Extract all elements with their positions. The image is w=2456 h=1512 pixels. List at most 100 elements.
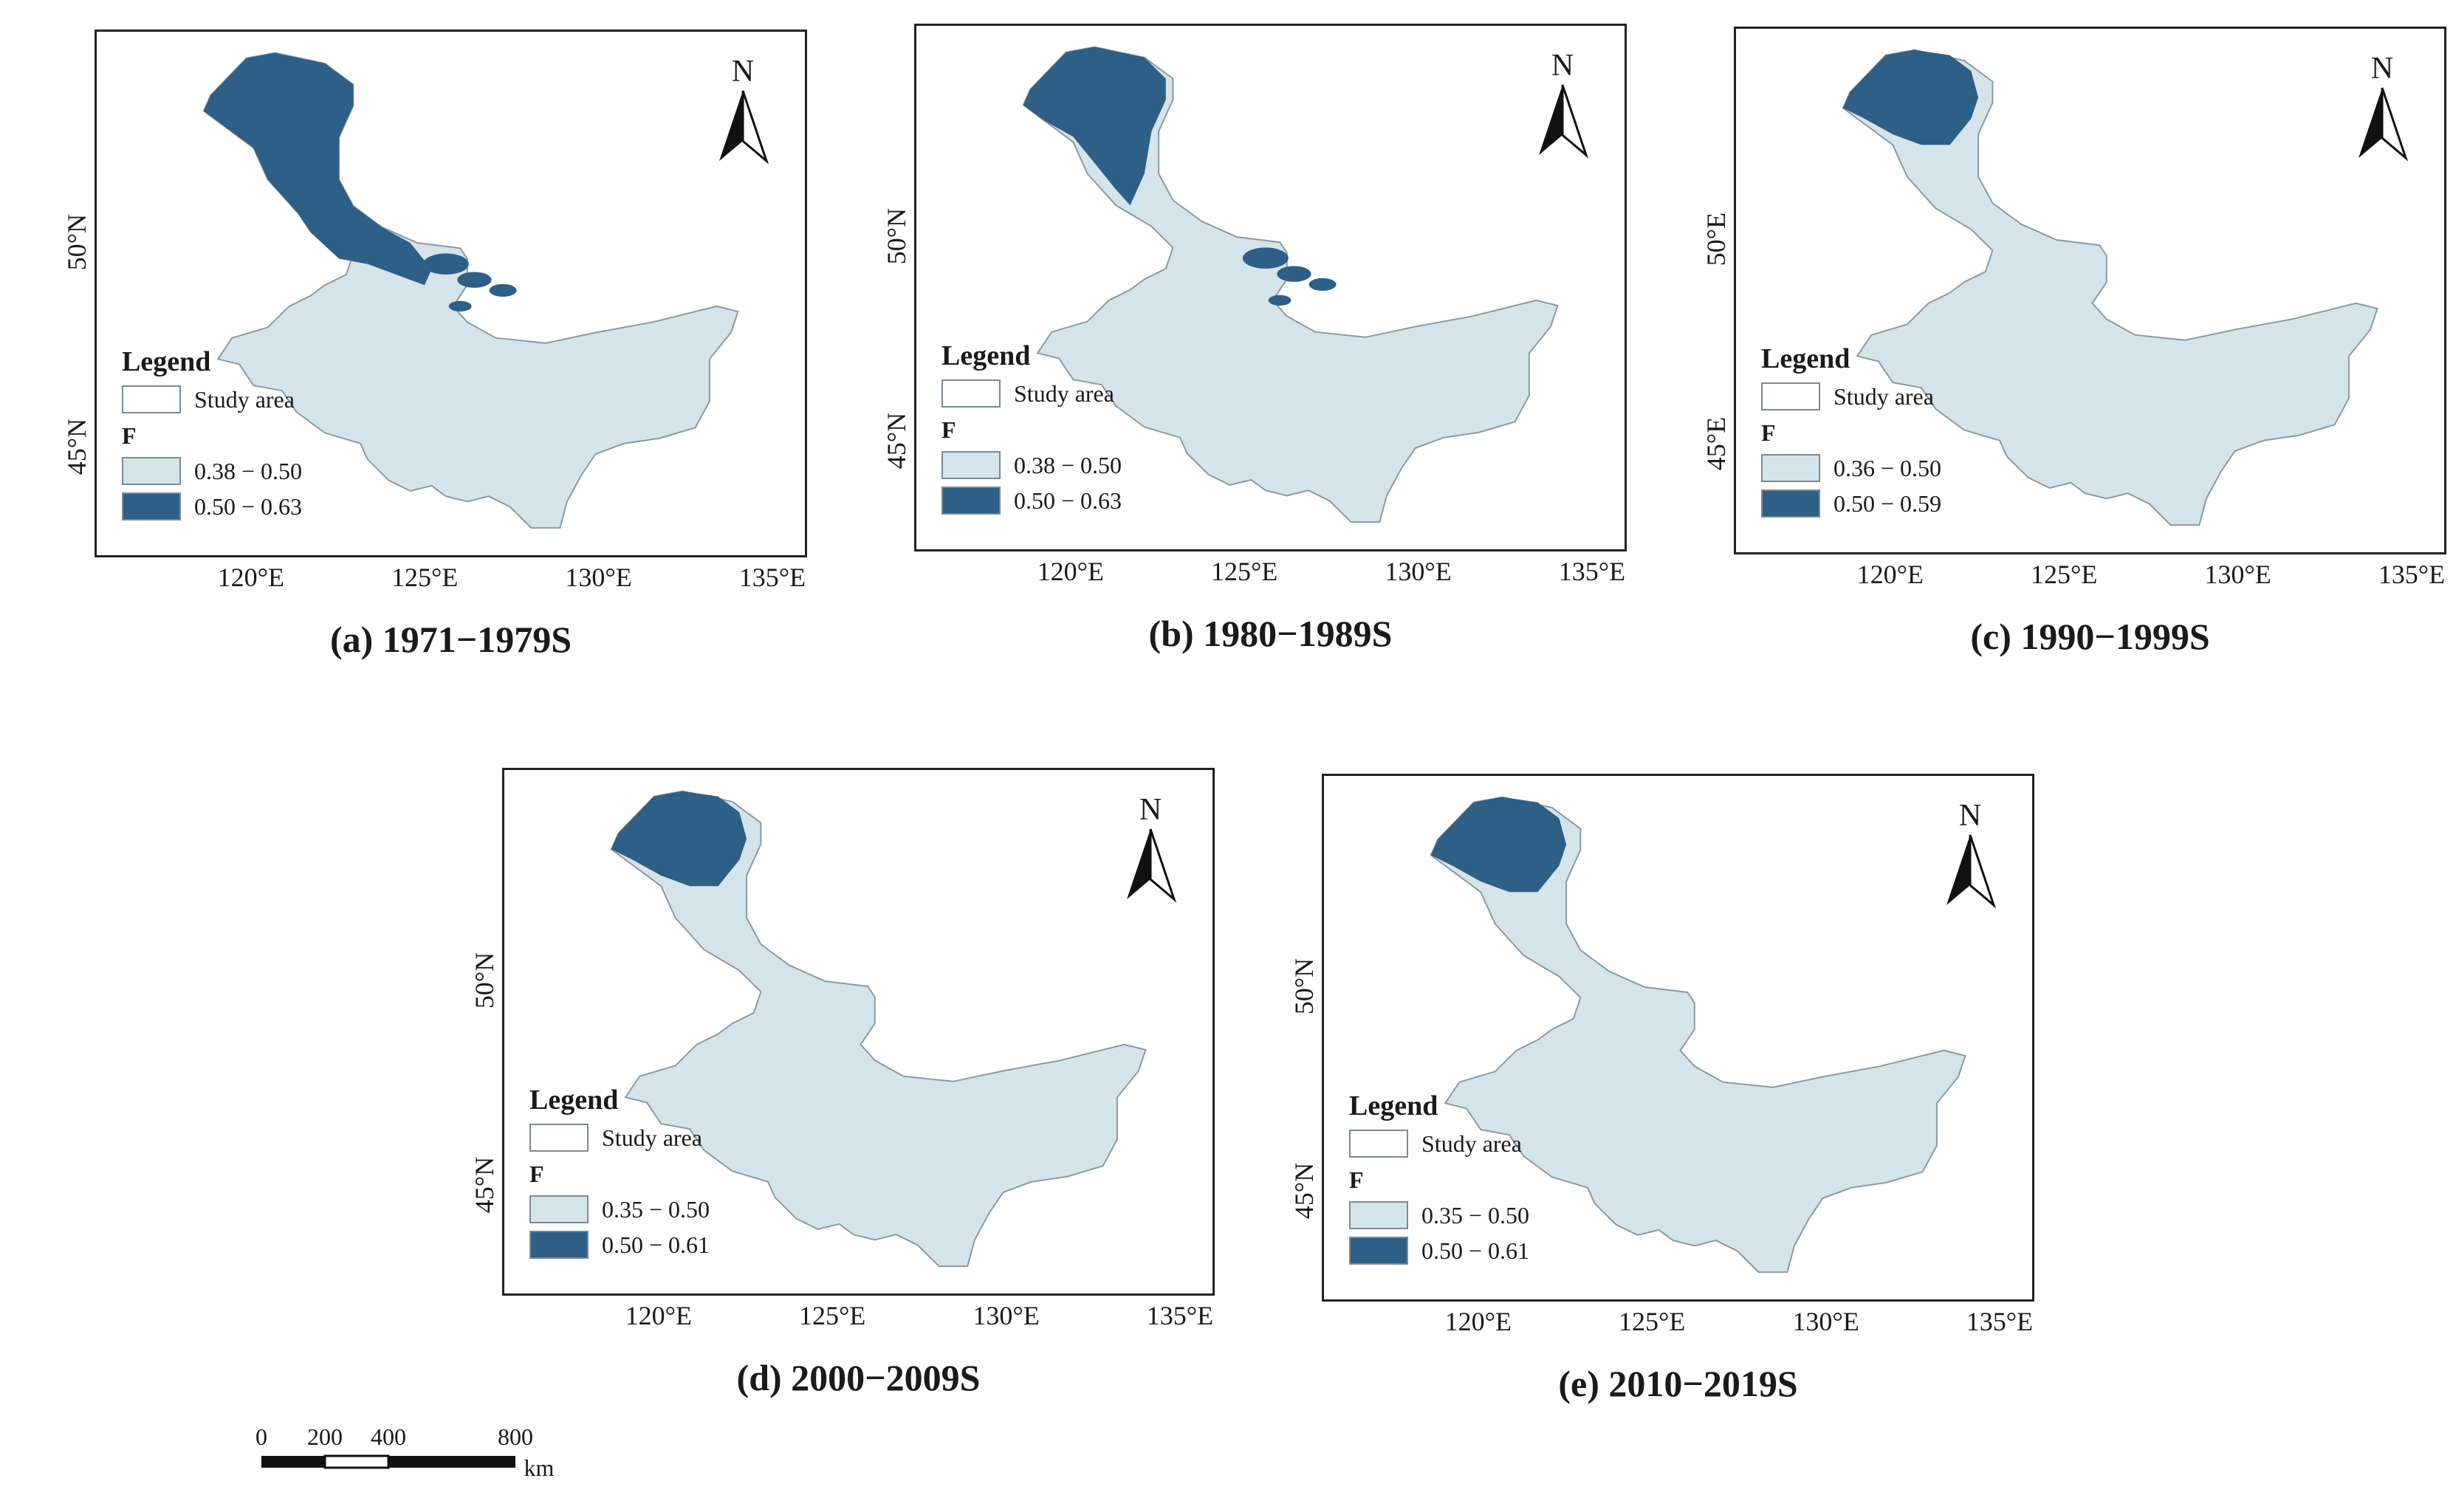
high-f-patch bbox=[1242, 247, 1289, 269]
x-tick-label: 125°E bbox=[391, 563, 459, 592]
legend-study-area: Study area bbox=[941, 379, 1122, 408]
legend-field-label: F bbox=[1761, 419, 1776, 446]
legend-high: 0.50 − 0.63 bbox=[941, 487, 1122, 515]
map-panel-c: N Legend Study area F 0.36 − 0.50 0.50 − 0.59… bbox=[1701, 27, 2456, 732]
legend-study-area-label: Study area bbox=[1421, 1130, 1522, 1157]
map-panel-a: N Legend Study area F 0.38 − 0.50 0.50 − 0.63… bbox=[62, 30, 837, 735]
high-f-zone bbox=[203, 52, 432, 286]
legend-high: 0.50 − 0.63 bbox=[122, 492, 302, 520]
legend-field-label: F bbox=[941, 416, 956, 443]
y-tick-label: 45°E bbox=[1701, 417, 1731, 471]
x-tick-label: 130°E bbox=[565, 563, 632, 592]
map-frame: N Legend Study area F 0.36 − 0.50 0.50 − 0.59 bbox=[1734, 27, 2446, 554]
map-panel-e: N Legend Study area F 0.35 − 0.50 0.50 − 0.61… bbox=[1289, 774, 2064, 1479]
legend-high-range: 0.50 − 0.63 bbox=[194, 492, 303, 520]
north-label: N bbox=[1551, 49, 1574, 83]
x-tick-label: 135°E bbox=[1966, 1307, 2034, 1336]
x-tick-label: 130°E bbox=[1792, 1307, 1859, 1336]
y-tick-label: 50°N bbox=[470, 952, 499, 1009]
high-f-zone bbox=[1023, 47, 1166, 206]
legend-field-label: F bbox=[122, 422, 137, 449]
high-f-patch bbox=[1268, 295, 1292, 306]
panel-caption: (b) 1980−1989S bbox=[1148, 613, 1393, 654]
legend-low: 0.38 − 0.50 bbox=[941, 451, 1122, 479]
high-f-patch bbox=[422, 253, 469, 275]
high-f-zone bbox=[611, 791, 747, 887]
x-tick-label: 135°E bbox=[2378, 560, 2446, 589]
north-arrow-icon: N bbox=[1533, 48, 1592, 159]
scale-unit: km bbox=[524, 1454, 555, 1481]
high-f-patch bbox=[457, 272, 492, 288]
y-tick-label: 45°N bbox=[882, 413, 911, 470]
map-frame: N Legend Study area F 0.35 − 0.50 0.50 − 0.61 bbox=[502, 768, 1215, 1296]
x-tick-label: 130°E bbox=[1385, 557, 1452, 586]
legend-low-range: 0.38 − 0.50 bbox=[1014, 451, 1122, 478]
x-tick-label: 120°E bbox=[1444, 1307, 1512, 1336]
x-tick-label: 120°E bbox=[217, 563, 285, 592]
y-tick-label: 50°N bbox=[882, 208, 911, 265]
scale-label-800: 800 bbox=[498, 1423, 533, 1450]
high-f-patch bbox=[448, 300, 472, 312]
legend-study-area: Study area bbox=[1349, 1130, 1529, 1158]
legend-high: 0.50 − 0.61 bbox=[529, 1231, 710, 1259]
north-arrow-icon: N bbox=[2353, 51, 2412, 162]
map-legend: Legend Study area F 0.38 − 0.50 0.50 − 0.63 bbox=[941, 340, 1122, 515]
legend-field-label: F bbox=[529, 1161, 544, 1187]
panel-caption: (e) 2010−2019S bbox=[1558, 1363, 1798, 1404]
y-tick-label: 45°N bbox=[1289, 1163, 1319, 1220]
scale-label-200: 200 bbox=[307, 1423, 343, 1450]
north-label: N bbox=[731, 55, 755, 89]
study-area-low-zone bbox=[1430, 796, 1966, 1274]
legend-title: Legend bbox=[529, 1085, 619, 1116]
panel-caption: (d) 2000−2009S bbox=[736, 1357, 981, 1398]
y-tick-label: 45°N bbox=[470, 1157, 499, 1214]
legend-low-range: 0.35 − 0.50 bbox=[602, 1195, 710, 1223]
x-tick-label: 125°E bbox=[1210, 557, 1278, 586]
y-tick-label: 50°N bbox=[62, 214, 92, 271]
scale-label-400: 400 bbox=[371, 1423, 406, 1450]
legend-title: Legend bbox=[941, 340, 1031, 371]
north-arrow-icon: N bbox=[713, 54, 772, 165]
x-tick-label: 125°E bbox=[798, 1301, 866, 1330]
legend-low: 0.35 − 0.50 bbox=[529, 1195, 710, 1223]
x-tick-label: 120°E bbox=[1856, 560, 1924, 589]
region-map bbox=[1842, 49, 2378, 526]
map-legend: Legend Study area F 0.38 − 0.50 0.50 − 0.63 bbox=[122, 346, 302, 520]
high-f-patch bbox=[1308, 278, 1337, 291]
legend-study-area-label: Study area bbox=[1834, 382, 1934, 410]
x-tick-label: 120°E bbox=[625, 1301, 693, 1330]
study-area-low-zone bbox=[1022, 46, 1559, 523]
region-map bbox=[1430, 796, 1966, 1274]
legend-high-range: 0.50 − 0.61 bbox=[1421, 1237, 1530, 1264]
north-arrow-icon: N bbox=[1941, 798, 2000, 909]
x-tick-label: 120°E bbox=[1037, 557, 1105, 586]
legend-title: Legend bbox=[1349, 1090, 1438, 1121]
study-area-low-zone bbox=[610, 790, 1147, 1268]
legend-study-area-label: Study area bbox=[602, 1124, 702, 1151]
legend-high: 0.50 − 0.61 bbox=[1349, 1237, 1529, 1265]
x-tick-label: 135°E bbox=[1146, 1301, 1214, 1330]
north-label: N bbox=[1958, 799, 1982, 833]
map-legend: Legend Study area F 0.35 − 0.50 0.50 − 0.61 bbox=[529, 1084, 710, 1259]
scale-bar-graphic bbox=[261, 1454, 515, 1469]
study-area-low-zone bbox=[1842, 49, 2378, 526]
legend-low-range: 0.36 − 0.50 bbox=[1834, 454, 1942, 481]
high-f-patch bbox=[1277, 266, 1311, 282]
map-frame: N Legend Study area F 0.38 − 0.50 0.50 − 0.63 bbox=[914, 24, 1627, 551]
north-label: N bbox=[2370, 52, 2394, 86]
legend-study-area: Study area bbox=[122, 385, 302, 413]
legend-high-range: 0.50 − 0.61 bbox=[602, 1231, 710, 1258]
legend-title: Legend bbox=[1761, 343, 1850, 374]
legend-high-range: 0.50 − 0.59 bbox=[1834, 489, 1942, 517]
map-legend: Legend Study area F 0.35 − 0.50 0.50 − 0.61 bbox=[1349, 1090, 1529, 1265]
high-f-patch bbox=[489, 284, 517, 297]
map-frame: N Legend Study area F 0.38 − 0.50 0.50 − 0.63 bbox=[95, 30, 807, 557]
legend-field-label: F bbox=[1349, 1166, 1364, 1193]
panel-caption: (a) 1971−1979S bbox=[329, 619, 572, 660]
legend-low-range: 0.38 − 0.50 bbox=[194, 457, 303, 484]
scale-label-0: 0 bbox=[255, 1423, 267, 1450]
panel-caption: (c) 1990−1999S bbox=[1970, 616, 2210, 657]
legend-low: 0.38 − 0.50 bbox=[122, 457, 302, 485]
legend-study-area: Study area bbox=[529, 1124, 710, 1152]
region-map bbox=[610, 790, 1147, 1268]
